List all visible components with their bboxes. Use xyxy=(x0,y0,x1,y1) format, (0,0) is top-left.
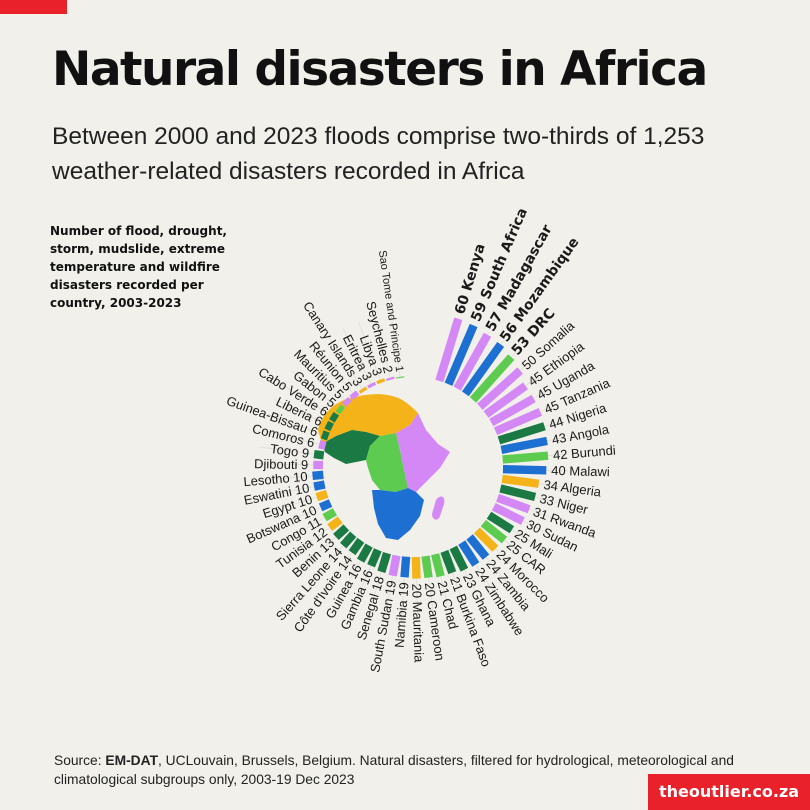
bar-ghana xyxy=(449,545,469,572)
source-note: Source: EM-DAT, UCLouvain, Brussels, Bel… xyxy=(54,752,734,789)
bar-c-te-d-ivoire xyxy=(348,537,365,556)
bar-rwanda xyxy=(496,493,531,514)
source-bold: EM-DAT xyxy=(105,753,159,768)
bar-nigeria xyxy=(497,422,546,445)
bar-mauritania xyxy=(411,556,421,579)
spoke xyxy=(373,316,392,380)
map-region-east xyxy=(396,413,450,492)
bar-south-africa xyxy=(444,323,478,386)
spoke xyxy=(262,430,326,447)
bar-sierra-leone xyxy=(340,531,357,549)
bar-malawi xyxy=(502,465,547,475)
bars xyxy=(312,317,549,579)
bar-gabon xyxy=(335,404,346,415)
bar-cabo-verde xyxy=(329,412,340,423)
map-region-west xyxy=(322,430,380,464)
bar-zambia xyxy=(466,534,490,560)
bar-label: Namibia 19 xyxy=(392,582,412,649)
bar-niger xyxy=(499,484,537,502)
bar-eritrea xyxy=(367,381,377,389)
spoke xyxy=(266,414,329,437)
bar-liberia xyxy=(324,420,334,432)
source-text: , UCLouvain, Brussels, Belgium. Natural … xyxy=(54,753,734,787)
bar-canary-islands xyxy=(358,386,368,394)
bar-car xyxy=(480,519,508,544)
chart-note: Number of flood, drought, storm, mudslid… xyxy=(50,224,227,310)
spoke xyxy=(390,313,401,378)
bar-namibia xyxy=(400,556,411,578)
bar-tunisia xyxy=(327,516,343,531)
map-madagascar xyxy=(432,496,445,520)
bar-gambia xyxy=(367,548,382,568)
brand-badge: theoutlier.co.za xyxy=(648,774,810,810)
bar-label: Djibouti 9 xyxy=(254,456,309,472)
spoke xyxy=(342,328,373,387)
bar-algeria xyxy=(501,474,540,488)
bar-eswatini xyxy=(313,480,326,491)
bar-botswana xyxy=(318,499,333,512)
bar-label: 20 Mauritania xyxy=(409,583,426,663)
bar-morocco xyxy=(473,527,499,552)
bar-togo xyxy=(313,449,325,460)
bar-drc xyxy=(469,354,515,403)
bar-cameroon xyxy=(421,555,433,579)
bar-madagascar xyxy=(453,332,492,391)
bar-tanzania xyxy=(493,408,543,436)
spoke xyxy=(302,357,350,405)
map-region-central xyxy=(366,433,408,492)
bar-egypt xyxy=(315,489,329,502)
bar-label: 40 Malawi xyxy=(551,463,610,479)
spoke xyxy=(258,463,324,466)
spoke xyxy=(291,370,343,412)
bar-mali xyxy=(486,511,515,534)
spoke xyxy=(314,346,357,398)
bar-r-union xyxy=(349,390,360,400)
spoke xyxy=(357,321,382,383)
bar-guinea-bissau xyxy=(320,430,330,441)
source-prefix: Source: xyxy=(54,753,106,768)
bar-seychelles xyxy=(386,376,395,381)
map-region-south xyxy=(372,488,424,540)
bar-ethiopia xyxy=(483,382,528,418)
bar-label: 42 Burundi xyxy=(552,442,616,462)
bar-guinea xyxy=(356,543,373,563)
bar-chad xyxy=(431,553,445,578)
bar-sao-tome-and-principe xyxy=(395,376,405,379)
bar-burundi xyxy=(502,451,549,464)
bar-sudan xyxy=(491,502,525,525)
bar-label: Togo 9 xyxy=(269,441,310,461)
page-subtitle: Between 2000 and 2023 floods comprise tw… xyxy=(52,123,705,185)
bar-djibouti xyxy=(313,460,324,470)
bar-zimbabwe xyxy=(458,540,480,567)
spoke xyxy=(259,446,324,456)
bar-mauritius xyxy=(342,397,352,407)
bar-burkina-faso xyxy=(440,549,457,575)
bar-mozambique xyxy=(461,342,505,397)
bar-comoros xyxy=(318,440,327,450)
bar-libya xyxy=(376,378,386,385)
bar-label: Lesotho 10 xyxy=(243,469,308,490)
bar-lesotho xyxy=(312,470,324,480)
bar-congo xyxy=(322,508,337,522)
spoke xyxy=(258,474,324,482)
bar-somalia xyxy=(477,367,523,410)
bar-uganda xyxy=(489,394,536,427)
bar-south-sudan xyxy=(388,554,401,577)
bar-benin xyxy=(333,524,350,541)
page-title: Natural disasters in Africa xyxy=(52,42,708,97)
bar-angola xyxy=(500,436,548,454)
bar-kenya xyxy=(435,317,463,383)
bar-senegal xyxy=(377,551,391,574)
top-accent-bar xyxy=(0,0,67,14)
spoke xyxy=(328,336,365,392)
